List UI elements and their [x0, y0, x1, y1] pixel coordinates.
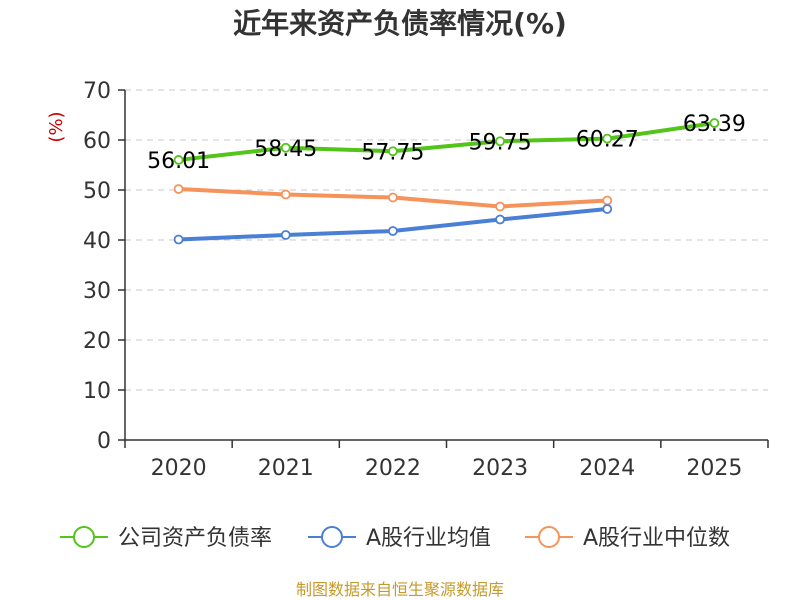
- data-point: [280, 189, 291, 200]
- data-point: [495, 214, 505, 225]
- data-label: 57.75: [361, 140, 424, 165]
- data-point: [388, 192, 398, 203]
- data-point: [280, 230, 291, 240]
- x-tick-label: 2025: [686, 456, 742, 481]
- y-tick-label: 70: [83, 79, 111, 104]
- data-point: [388, 146, 398, 157]
- x-tick-label: 2024: [579, 456, 635, 481]
- x-tick-label: 2023: [472, 456, 528, 481]
- y-tick-label: 60: [83, 129, 111, 154]
- x-tick-label: 2020: [151, 456, 207, 481]
- legend-marker: [321, 526, 343, 548]
- data-point: [280, 142, 291, 153]
- x-tick-label: 2022: [365, 456, 421, 481]
- y-tick-label: 0: [97, 429, 111, 454]
- series-line-0: [176, 121, 717, 162]
- legend-item-0: 公司资产负债率: [60, 526, 272, 551]
- data-point: [388, 226, 398, 236]
- data-point: [173, 184, 184, 194]
- legend: 公司资产负债率 A股行业均值 A股行业中位数: [60, 526, 730, 551]
- y-axis-unit-label: (%): [46, 111, 67, 142]
- axes: 0 10 20 30 40 50 60 70 2020 2021 2022 2023 2024 2025: [83, 79, 769, 481]
- y-tick-label: 20: [83, 329, 111, 354]
- data-point: [173, 234, 184, 245]
- y-tick-label: 40: [83, 229, 111, 254]
- data-label: 58.45: [254, 137, 317, 162]
- data-point: [602, 204, 613, 214]
- legend-item-2: A股行业中位数: [525, 526, 730, 551]
- data-label: 60.27: [576, 128, 639, 153]
- y-tick-label: 10: [83, 379, 111, 404]
- grid-lines: [125, 89, 768, 391]
- data-label: 63.39: [683, 112, 746, 137]
- legend-label: 公司资产负债率: [118, 526, 272, 551]
- legend-marker: [538, 526, 560, 548]
- data-labels: 56.01 58.45 57.75 59.75 60.27 63.39: [147, 112, 746, 174]
- data-point: [602, 133, 613, 144]
- series-lines: [173, 118, 720, 245]
- data-point: [602, 195, 613, 206]
- data-point: [709, 118, 720, 128]
- chart-title: 近年来资产负债率情况(%): [233, 7, 567, 40]
- legend-marker: [73, 526, 95, 548]
- x-tick-label: 2021: [258, 456, 314, 481]
- legend-item-1: A股行业均值: [308, 526, 491, 551]
- legend-label: A股行业均值: [366, 526, 491, 551]
- data-point: [495, 136, 505, 147]
- data-label: 56.01: [147, 149, 210, 174]
- data-point: [173, 155, 184, 165]
- data-source-note: 制图数据来自恒生聚源数据库: [296, 580, 504, 599]
- y-tick-label: 50: [83, 179, 111, 204]
- y-tick-label: 30: [83, 279, 111, 304]
- data-label: 59.75: [469, 130, 532, 155]
- legend-label: A股行业中位数: [583, 526, 730, 551]
- data-point: [495, 201, 505, 212]
